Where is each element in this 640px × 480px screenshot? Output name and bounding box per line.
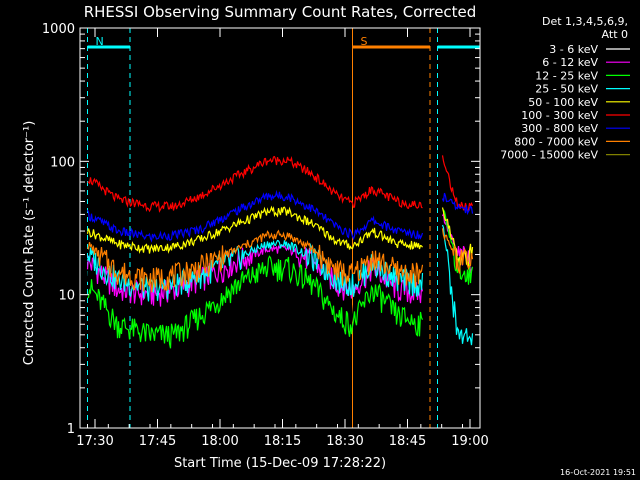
legend-header-attenuator: Att 0 bbox=[602, 28, 628, 41]
legend-entry: 100 - 300 keV bbox=[521, 109, 630, 122]
series-line-2-seg-1 bbox=[442, 209, 474, 285]
legend-entry: 50 - 100 keV bbox=[528, 96, 630, 109]
legend-entry: 300 - 800 keV bbox=[521, 122, 630, 135]
series-line-3-seg-1 bbox=[441, 224, 474, 346]
x-tick-label: 18:45 bbox=[389, 434, 426, 449]
y-tick-label: 1 bbox=[67, 422, 75, 437]
generation-timestamp: 16-Oct-2021 19:51 bbox=[560, 468, 636, 477]
annotation-label: N bbox=[96, 35, 104, 48]
legend-entry-label: 3 - 6 keV bbox=[549, 43, 598, 56]
y-tick-label: 100 bbox=[50, 155, 75, 170]
axes: 1 10 100 1000 17:30 17:45 18:00 18:15 18:30 18:45… bbox=[42, 22, 489, 449]
legend-entry-label: 6 - 12 keV bbox=[542, 56, 598, 69]
x-tick-label: 17:45 bbox=[139, 434, 176, 449]
legend-entry-label: 25 - 50 keV bbox=[535, 83, 598, 96]
legend-header-detectors: Det 1,3,4,5,6,9, bbox=[542, 15, 628, 28]
legend-entry: 6 - 12 keV bbox=[542, 56, 630, 69]
legend-entry: 25 - 50 keV bbox=[535, 83, 630, 96]
x-tick-label: 18:00 bbox=[201, 434, 238, 449]
legend-entry-label: 100 - 300 keV bbox=[521, 109, 598, 122]
legend-entry-label: 12 - 25 keV bbox=[535, 69, 598, 82]
y-axis-label: Corrected Count Rate (s⁻¹ detector⁻¹) bbox=[22, 121, 37, 366]
chart-title: RHESSI Observing Summary Count Rates, Co… bbox=[84, 3, 477, 21]
legend-entry-label: 50 - 100 keV bbox=[528, 96, 598, 109]
series-line-7-seg-1 bbox=[441, 228, 474, 274]
series-line-5-seg-0 bbox=[87, 155, 423, 213]
y-tick-label: 1000 bbox=[42, 22, 75, 37]
series-line-3-seg-0 bbox=[86, 239, 424, 302]
y-tick-label: 10 bbox=[58, 289, 75, 304]
x-tick-label: 19:00 bbox=[451, 434, 488, 449]
legend-entry-label: 300 - 800 keV bbox=[521, 122, 598, 135]
x-tick-label: 18:15 bbox=[264, 434, 301, 449]
series-line-6-seg-1 bbox=[441, 192, 474, 216]
series-line-6-seg-0 bbox=[86, 189, 424, 243]
annotation-night-0: N bbox=[87, 28, 131, 428]
legend-entry-label: 7000 - 15000 keV bbox=[500, 149, 598, 162]
legend-entry: 800 - 7000 keV bbox=[514, 135, 630, 148]
series-line-4-seg-0 bbox=[86, 205, 423, 255]
annotation-label: S bbox=[361, 35, 368, 48]
plot-frame bbox=[79, 27, 481, 429]
series-line-2-seg-0 bbox=[87, 255, 424, 349]
legend-entry: 3 - 6 keV bbox=[549, 43, 630, 56]
x-axis-label: Start Time (15-Dec-09 17:28:22) bbox=[174, 456, 386, 471]
legend-entry: 12 - 25 keV bbox=[535, 69, 630, 82]
x-tick-label: 18:30 bbox=[326, 434, 363, 449]
legend-entry: 7000 - 15000 keV bbox=[500, 149, 630, 162]
annotation-saa-1: S bbox=[352, 28, 431, 428]
legend-entry-label: 800 - 7000 keV bbox=[514, 135, 598, 148]
x-tick-label: 17:30 bbox=[76, 434, 113, 449]
series-line-7-seg-0 bbox=[87, 229, 424, 293]
